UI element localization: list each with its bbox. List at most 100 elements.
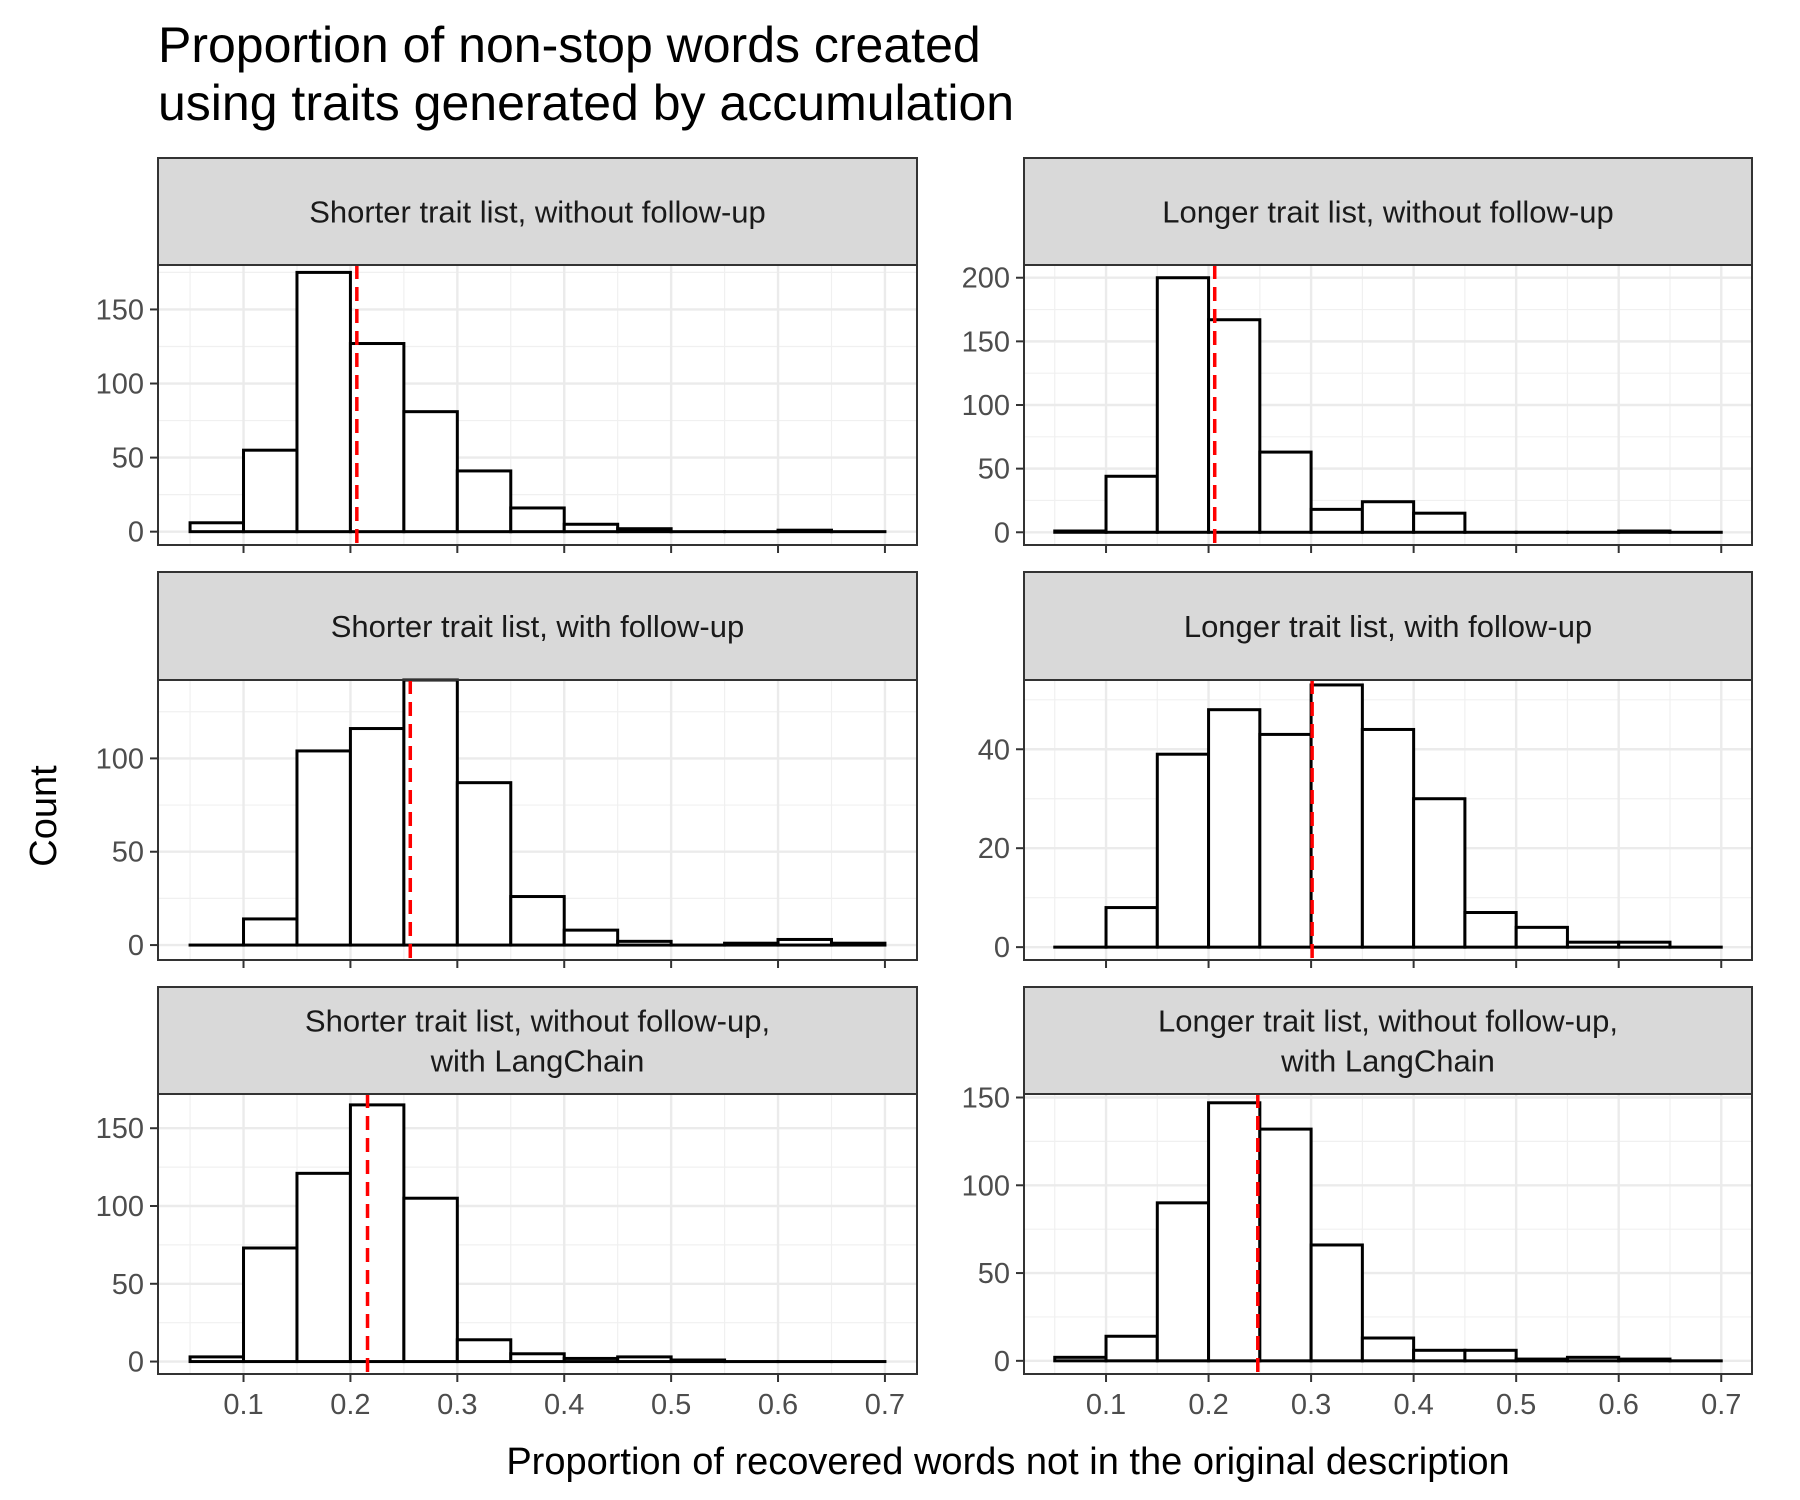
histogram-bar xyxy=(1514,1357,1569,1363)
histogram-bar xyxy=(1360,727,1416,949)
histogram-bar xyxy=(348,342,406,534)
x-tick-label: 0.2 xyxy=(330,1389,370,1421)
panel-strip-label: Longer trait list, without follow-up xyxy=(1162,195,1613,230)
histogram-bar xyxy=(1514,925,1569,949)
histogram-bar xyxy=(1565,940,1621,949)
panel-border xyxy=(157,264,918,546)
histogram-bar xyxy=(455,469,513,534)
histogram-bar xyxy=(1104,474,1159,534)
histogram-bar xyxy=(242,448,299,534)
y-tick-label: 100 xyxy=(96,743,144,775)
histogram-bar xyxy=(829,941,887,947)
histogram-bar xyxy=(1207,1101,1262,1363)
panel-border xyxy=(1023,679,1753,961)
histogram-bar xyxy=(242,1246,299,1364)
panel-background xyxy=(1024,1094,1752,1374)
histogram-bar xyxy=(1155,752,1211,949)
y-tick-label: 20 xyxy=(978,833,1010,865)
panel-border xyxy=(157,1093,918,1375)
histogram-bar xyxy=(1207,708,1262,949)
x-tick-label: 0.2 xyxy=(1188,1389,1228,1421)
histogram-bar xyxy=(723,941,780,947)
histogram-bar xyxy=(1104,906,1159,949)
panel-4: Longer trait list, with follow-up 0 20 40 xyxy=(978,571,1753,968)
histogram-bar xyxy=(509,1352,566,1364)
x-tick-label: 0.1 xyxy=(1086,1389,1126,1421)
y-tick-label: 100 xyxy=(96,1191,144,1223)
histogram-bar xyxy=(348,727,406,947)
x-tick-label: 0.4 xyxy=(1393,1389,1433,1421)
x-tick-label: 0.7 xyxy=(865,1389,905,1421)
histogram-bar xyxy=(295,270,352,534)
histogram-bar xyxy=(616,1355,673,1364)
y-tick-label: 50 xyxy=(978,1258,1010,1290)
panel-border xyxy=(1023,1093,1753,1375)
histogram-bar xyxy=(1617,529,1672,534)
x-tick-label: 0.4 xyxy=(544,1389,584,1421)
histogram-bar xyxy=(1258,732,1313,949)
x-tick-label: 0.7 xyxy=(1701,1389,1741,1421)
histogram-bar xyxy=(669,1358,727,1364)
histogram-bar xyxy=(616,939,673,947)
panel-strip-label: Shorter trait list, without follow-up, xyxy=(305,1004,770,1039)
panel-strip-label: Shorter trait list, with follow-up xyxy=(331,609,744,644)
panel-2: Longer trait list, without follow-up 0 50 1… xyxy=(962,157,1753,553)
histogram-bar xyxy=(1617,940,1672,949)
y-tick-label: 100 xyxy=(962,1170,1010,1202)
histogram-bar xyxy=(1207,318,1262,534)
histogram-bar xyxy=(509,506,566,534)
panel-border xyxy=(157,679,918,961)
histogram-bar xyxy=(1053,529,1108,534)
histogram-bar xyxy=(295,749,352,947)
panel-strip-label: Shorter trait list, without follow-up xyxy=(309,195,766,230)
histogram-bar xyxy=(1463,1348,1518,1363)
histogram-bar xyxy=(402,1196,459,1364)
histogram-bar xyxy=(1104,1334,1159,1363)
panel-5: Shorter trait list, without follow-up, wi… xyxy=(96,986,918,1421)
y-tick-label: 150 xyxy=(962,326,1010,358)
histogram-bar xyxy=(1565,1355,1621,1363)
histogram-bar xyxy=(1463,911,1518,949)
histogram-bar xyxy=(455,781,513,947)
x-tick-label: 0.5 xyxy=(1496,1389,1536,1421)
histogram-bar xyxy=(1412,797,1467,949)
histogram-bar xyxy=(562,1356,620,1364)
histogram-bar xyxy=(776,528,833,534)
histogram-bar xyxy=(1617,1357,1672,1363)
y-tick-label: 0 xyxy=(128,517,144,549)
histogram-bar xyxy=(1412,1348,1467,1363)
histogram-bar xyxy=(1053,1355,1108,1363)
panel-strip xyxy=(1023,986,1753,1095)
y-tick-label: 100 xyxy=(96,369,144,401)
x-tick-label: 0.6 xyxy=(758,1389,798,1421)
histogram-bar xyxy=(509,895,566,947)
panel-strip xyxy=(157,571,918,681)
y-tick-label: 50 xyxy=(112,443,144,475)
y-tick-label: 0 xyxy=(128,1347,144,1379)
panel-1: Shorter trait list, without follow-up 0 50… xyxy=(96,157,918,553)
x-tick-label: 0.3 xyxy=(437,1389,477,1421)
x-tick-label: 0.6 xyxy=(1599,1389,1639,1421)
y-tick-label: 0 xyxy=(994,1346,1010,1378)
y-tick-label: 0 xyxy=(128,930,144,962)
y-tick-label: 200 xyxy=(962,263,1010,295)
histogram-bar xyxy=(562,928,620,947)
histogram-bar xyxy=(1155,276,1211,534)
y-tick-label: 0 xyxy=(994,517,1010,549)
histogram-bar xyxy=(455,1338,513,1364)
histogram-bar xyxy=(1309,683,1364,949)
chart-title-line-1: Proportion of non-stop words created xyxy=(158,17,981,73)
panel-strip-label: with LangChain xyxy=(1280,1044,1495,1079)
histogram-bar xyxy=(562,522,620,534)
histogram-bar xyxy=(1155,1201,1211,1363)
x-tick-label: 0.1 xyxy=(223,1389,263,1421)
panel-strip xyxy=(157,986,918,1095)
panel-strip xyxy=(1023,571,1753,681)
histogram-bar xyxy=(1309,1243,1364,1363)
histogram-bar xyxy=(616,527,673,534)
histogram-bar xyxy=(188,1355,246,1364)
x-axis-title: Proportion of recovered words not in the… xyxy=(506,1441,1509,1483)
histogram-bar xyxy=(402,410,459,534)
histogram-bar xyxy=(1360,500,1416,534)
